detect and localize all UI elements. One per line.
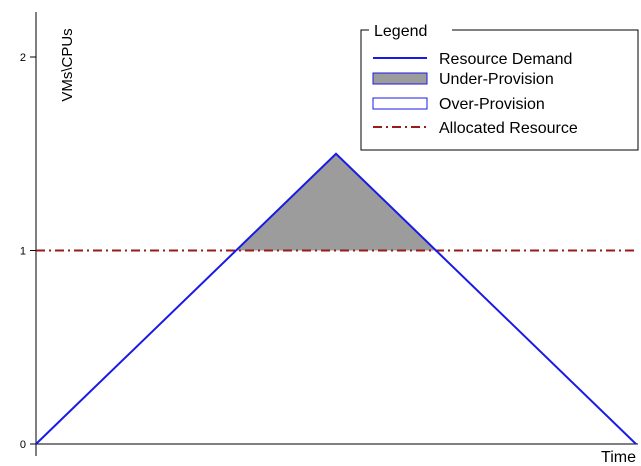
legend-title: Legend bbox=[374, 23, 427, 40]
legend-over-label: Over-Provision bbox=[439, 96, 545, 113]
y-axis-label: VMs\CPUs bbox=[59, 28, 76, 101]
y-tick-label: 2 bbox=[20, 52, 26, 64]
legend: Legend Resource Demand Under-Provision O… bbox=[360, 23, 639, 151]
legend-demand-label: Resource Demand bbox=[439, 51, 572, 68]
resource-demand-line bbox=[35, 152, 637, 445]
legend-under-swatch bbox=[372, 72, 428, 85]
legend-frame bbox=[360, 29, 639, 151]
legend-under-label: Under-Provision bbox=[439, 71, 554, 88]
y-ticks: 0 1 2 bbox=[20, 52, 36, 451]
legend-over-swatch bbox=[372, 97, 428, 110]
legend-allocated-label: Allocated Resource bbox=[439, 120, 578, 137]
y-tick-label: 0 bbox=[20, 439, 26, 451]
x-axis-label: Time bbox=[601, 449, 636, 466]
y-tick-label: 1 bbox=[20, 246, 26, 258]
under-provision-area bbox=[235, 153, 437, 251]
